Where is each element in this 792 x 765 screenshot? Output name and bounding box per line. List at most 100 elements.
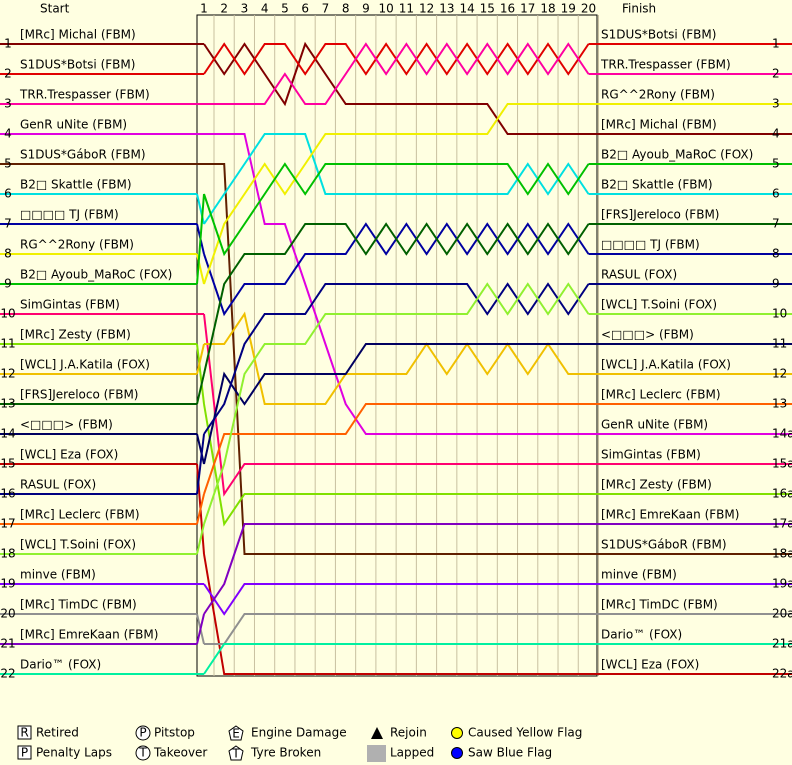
legend: R Retired P Penalty Laps P Pitstop T Tak… bbox=[17, 725, 582, 762]
finish-driver: [WCL] T.Soini (FOX) bbox=[601, 298, 717, 312]
lap-label: 4 bbox=[261, 2, 269, 16]
position-line bbox=[204, 42, 590, 105]
position-line bbox=[204, 163, 589, 555]
start-driver: □□□□ TJ (FBM) bbox=[20, 208, 119, 222]
lap-label: 18 bbox=[540, 2, 555, 16]
position-line bbox=[203, 41, 589, 135]
finish-label: Finish bbox=[622, 2, 656, 16]
lap-label: 8 bbox=[342, 2, 350, 16]
finish-driver: [WCL] Eza (FOX) bbox=[601, 658, 699, 672]
position-line bbox=[203, 343, 589, 465]
finish-position: 11 bbox=[772, 337, 787, 351]
lap-label: 7 bbox=[322, 2, 330, 16]
position-line bbox=[203, 553, 589, 675]
start-position: 19 bbox=[0, 577, 15, 591]
start-position: 11 bbox=[0, 337, 15, 351]
position-line bbox=[203, 133, 590, 225]
start-position: 13 bbox=[0, 397, 15, 411]
finish-position: 17a bbox=[772, 517, 792, 531]
lap-label: 5 bbox=[281, 2, 289, 16]
lap-label: 17 bbox=[520, 2, 535, 16]
start-position: 5 bbox=[4, 157, 12, 171]
legend-symbol: T bbox=[231, 747, 240, 761]
finish-driver: RG^^2Rony (FBM) bbox=[601, 88, 715, 102]
start-driver: B2□ Ayoub_MaRoC (FOX) bbox=[20, 268, 172, 282]
legend-label: Penalty Laps bbox=[36, 746, 112, 760]
start-driver: [MRc] Leclerc (FBM) bbox=[20, 508, 140, 522]
legend-icon bbox=[367, 745, 386, 762]
finish-position: 7 bbox=[772, 217, 780, 231]
legend-icon bbox=[135, 725, 151, 741]
start-driver: Dario™ (FOX) bbox=[20, 658, 101, 672]
legend-icon bbox=[228, 745, 244, 761]
position-line bbox=[203, 643, 589, 675]
position-line bbox=[204, 613, 589, 645]
legend-icon bbox=[17, 745, 32, 760]
legend-label: Pitstop bbox=[154, 726, 195, 740]
start-position: 6 bbox=[4, 187, 12, 201]
finish-driver: GenR uNite (FBM) bbox=[601, 418, 708, 432]
finish-driver: [MRc] Zesty (FBM) bbox=[601, 478, 712, 492]
start-driver: S1DUS*GáboR (FBM) bbox=[20, 148, 146, 162]
start-position: 16 bbox=[0, 487, 15, 501]
finish-driver: [FRS]Jereloco (FBM) bbox=[601, 208, 719, 222]
start-driver: RASUL (FOX) bbox=[20, 478, 96, 492]
finish-driver: SimGintas (FBM) bbox=[601, 448, 701, 462]
plot-area bbox=[196, 14, 598, 677]
lap-label: 11 bbox=[399, 2, 414, 16]
start-driver: GenR uNite (FBM) bbox=[20, 118, 127, 132]
finish-position: 4 bbox=[772, 127, 780, 141]
finish-position: 8 bbox=[772, 247, 780, 261]
legend-label: Engine Damage bbox=[251, 726, 347, 740]
position-line bbox=[204, 133, 589, 435]
finish-position: 2 bbox=[772, 67, 780, 81]
start-driver: B2□ Skattle (FBM) bbox=[20, 178, 132, 192]
finish-driver: [MRc] EmreKaan (FBM) bbox=[601, 508, 739, 522]
lap-label: 10 bbox=[378, 2, 393, 16]
start-position: 3 bbox=[4, 97, 12, 111]
position-line bbox=[203, 222, 590, 375]
start-position: 2 bbox=[4, 67, 12, 81]
start-driver: [MRc] Michal (FBM) bbox=[20, 28, 136, 42]
finish-driver: [MRc] TimDC (FBM) bbox=[601, 598, 718, 612]
legend-icon bbox=[451, 727, 463, 739]
legend-symbol: E bbox=[232, 727, 240, 741]
start-driver: <□□□> (FBM) bbox=[20, 418, 113, 432]
start-position: 14 bbox=[0, 427, 15, 441]
start-position: 21 bbox=[0, 637, 15, 651]
lines bbox=[0, 15, 792, 676]
finish-driver: B2□ Skattle (FBM) bbox=[601, 178, 713, 192]
finish-driver: [WCL] J.A.Katila (FOX) bbox=[601, 358, 731, 372]
legend-icon bbox=[135, 745, 151, 761]
legend-symbol: R bbox=[20, 726, 28, 740]
finish-position: 13 bbox=[772, 397, 787, 411]
start-position: 8 bbox=[4, 247, 12, 261]
finish-position: 21a bbox=[772, 637, 792, 651]
start-position: 1 bbox=[4, 37, 12, 51]
finish-driver: [MRc] Michal (FBM) bbox=[601, 118, 717, 132]
start-driver: [FRS]Jereloco (FBM) bbox=[20, 388, 138, 402]
legend-icon bbox=[371, 727, 383, 739]
position-line bbox=[203, 103, 589, 285]
lap-label: 1 bbox=[200, 2, 208, 16]
start-connector bbox=[196, 343, 205, 405]
legend-label: Saw Blue Flag bbox=[468, 746, 552, 760]
finish-position: 1 bbox=[772, 37, 780, 51]
finish-driver: S1DUS*GáboR (FBM) bbox=[601, 538, 727, 552]
start-position: 15 bbox=[0, 457, 15, 471]
finish-position: 16a bbox=[772, 487, 792, 501]
finish-driver: <□□□> (FBM) bbox=[601, 328, 694, 342]
legend-label: Takeover bbox=[153, 746, 207, 760]
start-driver: minve (FBM) bbox=[20, 568, 96, 582]
start-driver: [WCL] J.A.Katila (FOX) bbox=[20, 358, 150, 372]
start-driver: [MRc] Zesty (FBM) bbox=[20, 328, 131, 342]
start-position: 9 bbox=[4, 277, 12, 291]
lap-label: 9 bbox=[362, 2, 370, 16]
finish-position: 10 bbox=[772, 307, 787, 321]
start-connector bbox=[196, 613, 205, 645]
start-driver: [WCL] Eza (FOX) bbox=[20, 448, 118, 462]
legend-label: Caused Yellow Flag bbox=[468, 726, 582, 740]
position-line bbox=[203, 403, 589, 495]
lap-label: 13 bbox=[439, 2, 454, 16]
